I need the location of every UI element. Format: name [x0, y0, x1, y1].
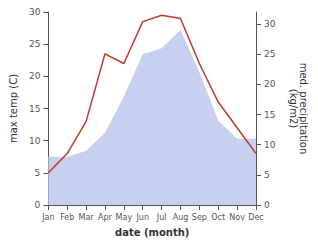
svg-text:(kg/m2): (kg/m2) — [288, 89, 299, 129]
svg-text:20: 20 — [264, 79, 276, 89]
svg-text:10: 10 — [29, 136, 41, 146]
svg-text:25: 25 — [264, 49, 275, 59]
svg-text:Apr: Apr — [98, 213, 113, 222]
svg-text:Feb: Feb — [60, 213, 74, 222]
svg-text:10: 10 — [264, 140, 276, 150]
svg-text:5: 5 — [264, 170, 270, 180]
svg-text:20: 20 — [29, 71, 41, 81]
svg-text:Oct: Oct — [211, 213, 225, 222]
svg-text:30: 30 — [264, 19, 276, 29]
svg-text:Nov: Nov — [229, 213, 245, 222]
svg-text:May: May — [116, 213, 133, 222]
svg-text:25: 25 — [29, 39, 40, 49]
svg-text:0: 0 — [264, 200, 270, 210]
svg-text:15: 15 — [29, 104, 40, 114]
svg-text:date (month): date (month) — [115, 227, 189, 238]
svg-text:med. precipitation: med. precipitation — [297, 62, 309, 155]
svg-text:max temp (C): max temp (C) — [8, 74, 19, 143]
svg-text:15: 15 — [264, 110, 275, 120]
svg-text:Jan: Jan — [41, 213, 54, 222]
svg-text:Mar: Mar — [79, 213, 95, 222]
svg-text:5: 5 — [35, 168, 41, 178]
svg-text:Aug: Aug — [173, 213, 189, 222]
svg-text:0: 0 — [35, 200, 41, 210]
svg-text:30: 30 — [29, 7, 41, 17]
svg-text:Jul: Jul — [156, 213, 167, 222]
svg-text:Dec: Dec — [248, 213, 263, 222]
svg-text:Jun: Jun — [135, 213, 149, 222]
svg-text:Sep: Sep — [192, 213, 207, 222]
